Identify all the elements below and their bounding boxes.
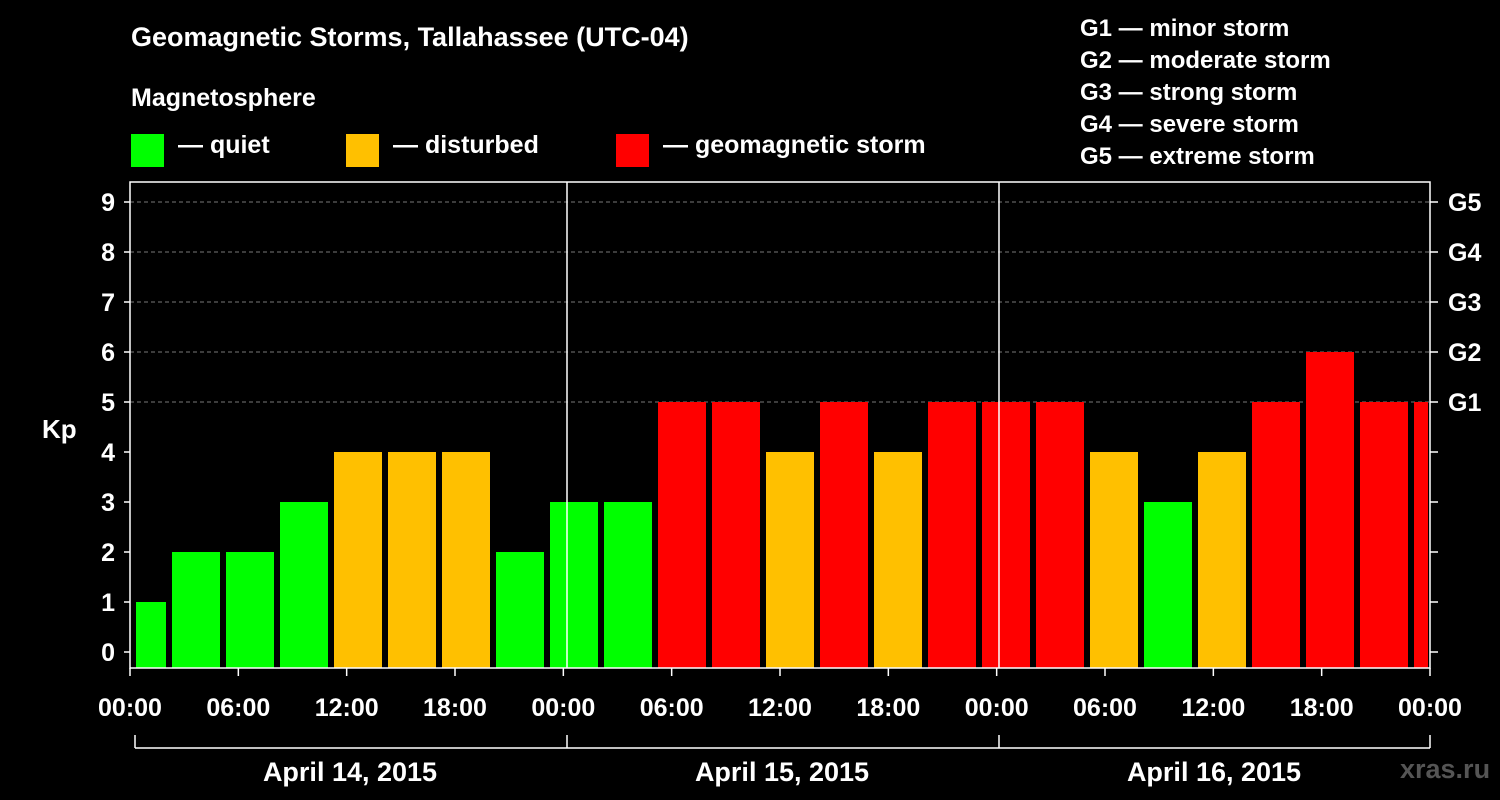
kp-bar — [820, 402, 868, 668]
kp-bar — [388, 452, 436, 668]
x-tick-label: 12:00 — [315, 694, 379, 722]
kp-bar — [1090, 452, 1138, 668]
kp-bar — [712, 402, 760, 668]
kp-bar — [1198, 452, 1246, 668]
y-tick-label: 2 — [101, 539, 115, 567]
kp-bar — [1252, 402, 1300, 668]
x-tick-label: 06:00 — [640, 694, 704, 722]
kp-bar — [1360, 402, 1408, 668]
x-tick-label: 06:00 — [1073, 694, 1137, 722]
y-tick-label: 8 — [101, 239, 115, 267]
watermark: xras.ru — [1400, 754, 1491, 784]
y-tick-label: 9 — [101, 189, 115, 217]
kp-bar — [136, 602, 166, 668]
legend-label-disturbed: — disturbed — [393, 131, 539, 159]
kp-bar — [226, 552, 274, 668]
x-tick-label: 00:00 — [965, 694, 1029, 722]
y-tick-label: 4 — [101, 439, 115, 467]
date-label: April 16, 2015 — [1127, 757, 1301, 787]
x-tick-label: 18:00 — [856, 694, 920, 722]
kp-bar — [172, 552, 220, 668]
kp-bar — [496, 552, 544, 668]
g-scale-label: G2 — [1448, 339, 1481, 367]
kp-bar — [982, 402, 1030, 668]
kp-bar — [874, 452, 922, 668]
x-tick-label: 06:00 — [206, 694, 270, 722]
y-tick-label: 1 — [101, 589, 115, 617]
legend-swatch-quiet — [131, 134, 164, 167]
kp-bar — [1414, 402, 1428, 668]
kp-bar — [928, 402, 976, 668]
y-axis-label: Kp — [42, 414, 77, 444]
x-tick-label: 00:00 — [1398, 694, 1462, 722]
legend-label-storm: — geomagnetic storm — [663, 131, 926, 159]
storm-scale-g3: G3 — strong storm — [1080, 79, 1298, 106]
y-tick-label: 5 — [101, 389, 115, 417]
x-tick-label: 18:00 — [423, 694, 487, 722]
x-tick-label: 18:00 — [1290, 694, 1354, 722]
y-tick-label: 0 — [101, 639, 115, 667]
storm-scale-g4: G4 — severe storm — [1080, 111, 1299, 138]
y-tick-label: 7 — [101, 289, 115, 317]
kp-bar — [604, 502, 652, 668]
x-tick-label: 00:00 — [531, 694, 595, 722]
x-tick-label: 12:00 — [1181, 694, 1245, 722]
y-tick-label: 6 — [101, 339, 115, 367]
legend-label-quiet: — quiet — [178, 131, 270, 159]
legend-swatch-disturbed — [346, 134, 379, 167]
kp-bar — [658, 402, 706, 668]
kp-bar — [1306, 352, 1354, 668]
legend-swatch-storm — [616, 134, 649, 167]
storm-scale-g1: G1 — minor storm — [1080, 15, 1290, 42]
kp-bar — [1144, 502, 1192, 668]
x-tick-label: 12:00 — [748, 694, 812, 722]
kp-bar — [442, 452, 490, 668]
kp-bar — [334, 452, 382, 668]
date-label: April 14, 2015 — [263, 757, 437, 787]
kp-bar — [280, 502, 328, 668]
g-scale-label: G5 — [1448, 189, 1481, 217]
storm-scale-g2: G2 — moderate storm — [1080, 47, 1331, 74]
kp-bar — [766, 452, 814, 668]
g-scale-label: G3 — [1448, 289, 1481, 317]
g-scale-label: G4 — [1448, 239, 1481, 267]
date-label: April 15, 2015 — [695, 757, 869, 787]
kp-bar — [550, 502, 598, 668]
chart-subtitle: Magnetosphere — [131, 84, 316, 112]
y-tick-label: 3 — [101, 489, 115, 517]
g-scale-label: G1 — [1448, 389, 1481, 417]
kp-bar — [1036, 402, 1084, 668]
storm-scale-g5: G5 — extreme storm — [1080, 143, 1315, 170]
chart-title: Geomagnetic Storms, Tallahassee (UTC-04) — [131, 22, 689, 52]
x-tick-label: 00:00 — [98, 694, 162, 722]
